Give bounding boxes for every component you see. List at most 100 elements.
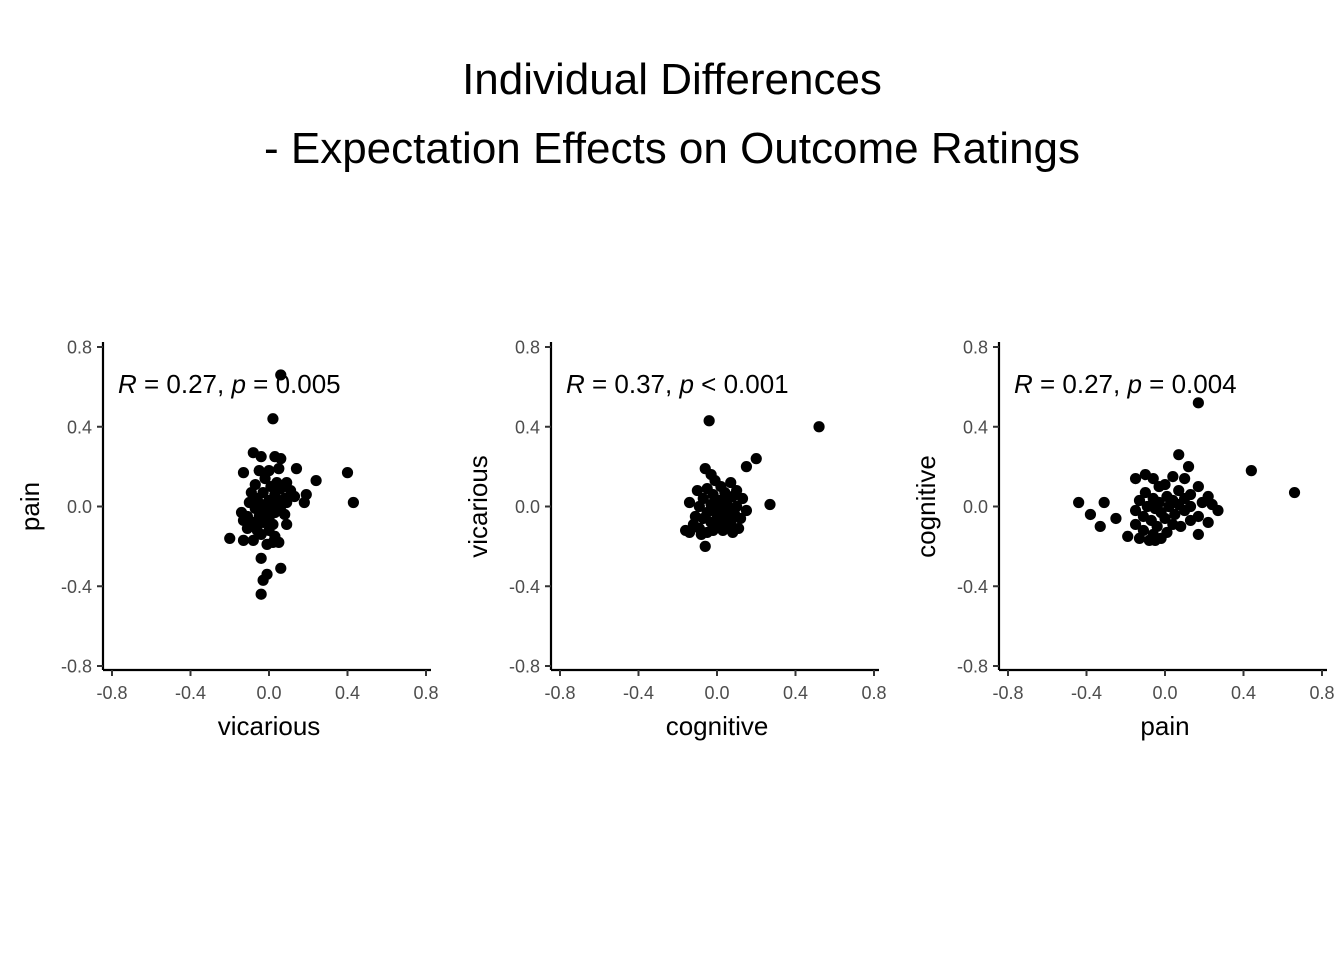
- data-point: [347, 496, 359, 509]
- data-point: [1179, 504, 1191, 517]
- data-point: [290, 463, 303, 475]
- x-tick-label: -0.8: [544, 683, 575, 703]
- y-tick-label: 0.0: [963, 497, 988, 517]
- data-point: [709, 474, 721, 487]
- x-axis-title: pain: [1140, 711, 1189, 741]
- data-point: [1192, 397, 1204, 409]
- data-point: [695, 528, 707, 541]
- annotation-symbol: p: [1126, 369, 1141, 399]
- data-point: [1133, 532, 1146, 545]
- data-point: [683, 496, 696, 509]
- y-tick-label: -0.8: [509, 657, 540, 677]
- x-tick-label: 0.0: [704, 683, 729, 703]
- data-point: [237, 467, 250, 479]
- data-point: [261, 538, 273, 550]
- data-point: [1139, 486, 1151, 499]
- data-point: [723, 506, 735, 519]
- data-point: [734, 512, 747, 525]
- data-point: [275, 562, 287, 574]
- data-point: [813, 421, 825, 433]
- y-axis-title: cognitive: [911, 455, 941, 558]
- data-point: [259, 472, 271, 485]
- data-point: [288, 490, 301, 503]
- data-point: [1288, 486, 1301, 499]
- annotation-value: = 0.37,: [585, 369, 680, 399]
- annotation-value: = 0.004: [1142, 369, 1237, 399]
- data-point: [740, 461, 753, 473]
- y-tick-label: 0.8: [963, 338, 988, 358]
- data-point: [1175, 520, 1187, 533]
- data-point: [241, 522, 254, 535]
- data-point: [224, 532, 236, 545]
- data-point: [1159, 512, 1171, 525]
- x-tick-label: 0.8: [413, 683, 438, 703]
- y-axis-title: vicarious: [463, 455, 493, 558]
- data-point: [1133, 494, 1146, 507]
- annotation-value: = 0.005: [246, 369, 341, 399]
- data-point: [237, 534, 250, 546]
- correlation-annotation: R = 0.37, p < 0.001: [566, 369, 789, 399]
- data-point: [275, 369, 287, 381]
- x-tick-label: -0.4: [175, 683, 206, 703]
- y-tick-label: -0.4: [509, 577, 540, 597]
- data-point: [1073, 496, 1085, 509]
- data-point: [1153, 480, 1165, 493]
- data-point: [736, 492, 749, 505]
- y-tick-label: 0.4: [515, 417, 540, 437]
- chart-title-line-2: - Expectation Effects on Outcome Ratings: [263, 124, 1081, 173]
- x-tick-label: 0.4: [335, 683, 360, 703]
- data-point: [1192, 480, 1204, 493]
- data-point: [727, 526, 739, 539]
- x-tick-label: -0.8: [96, 683, 127, 703]
- data-point: [740, 504, 753, 517]
- data-point: [341, 467, 354, 479]
- annotation-symbol: R: [566, 369, 585, 399]
- data-point: [255, 528, 267, 541]
- data-point: [725, 476, 737, 489]
- data-point: [267, 413, 279, 425]
- correlation-annotation: R = 0.27, p = 0.004: [1014, 369, 1237, 399]
- data-point: [1173, 484, 1185, 497]
- data-point: [257, 516, 269, 529]
- x-tick-label: -0.8: [992, 683, 1023, 703]
- y-tick-label: 0.4: [67, 417, 92, 437]
- annotation-symbol: R: [118, 369, 137, 399]
- data-point: [273, 463, 285, 475]
- annotation-symbol: R: [1014, 369, 1033, 399]
- annotation-symbol: p: [230, 369, 245, 399]
- data-point: [281, 496, 293, 509]
- chart-title-line-1: Individual Differences: [462, 55, 882, 104]
- annotation-value: = 0.27,: [137, 369, 232, 399]
- data-point: [1110, 512, 1122, 525]
- x-tick-label: 0.4: [1231, 683, 1256, 703]
- data-point: [1122, 530, 1134, 543]
- data-point: [1129, 472, 1142, 485]
- data-point: [275, 453, 287, 465]
- data-point: [1129, 518, 1142, 531]
- y-tick-label: 0.0: [515, 497, 540, 517]
- x-tick-label: 0.0: [256, 683, 281, 703]
- y-tick-label: -0.8: [61, 657, 92, 677]
- y-tick-label: -0.8: [957, 657, 988, 677]
- data-point: [1192, 528, 1204, 541]
- data-point: [255, 588, 267, 600]
- data-point: [1163, 500, 1175, 513]
- x-axis-title: vicarious: [218, 711, 321, 741]
- y-tick-label: -0.4: [957, 577, 988, 597]
- data-point: [693, 500, 705, 513]
- x-axis-title: cognitive: [666, 711, 769, 741]
- x-tick-label: 0.4: [783, 683, 808, 703]
- data-point: [255, 552, 267, 564]
- annotation-value: = 0.27,: [1033, 369, 1128, 399]
- data-point: [750, 453, 762, 465]
- x-tick-label: -0.4: [1071, 683, 1102, 703]
- x-tick-label: 0.8: [1309, 683, 1334, 703]
- data-point: [1182, 461, 1195, 473]
- data-point: [257, 574, 269, 586]
- data-point: [281, 518, 293, 531]
- data-point: [273, 536, 285, 548]
- y-tick-label: -0.4: [61, 577, 92, 597]
- data-point: [310, 474, 322, 487]
- data-point: [1147, 472, 1159, 485]
- data-point: [703, 415, 715, 427]
